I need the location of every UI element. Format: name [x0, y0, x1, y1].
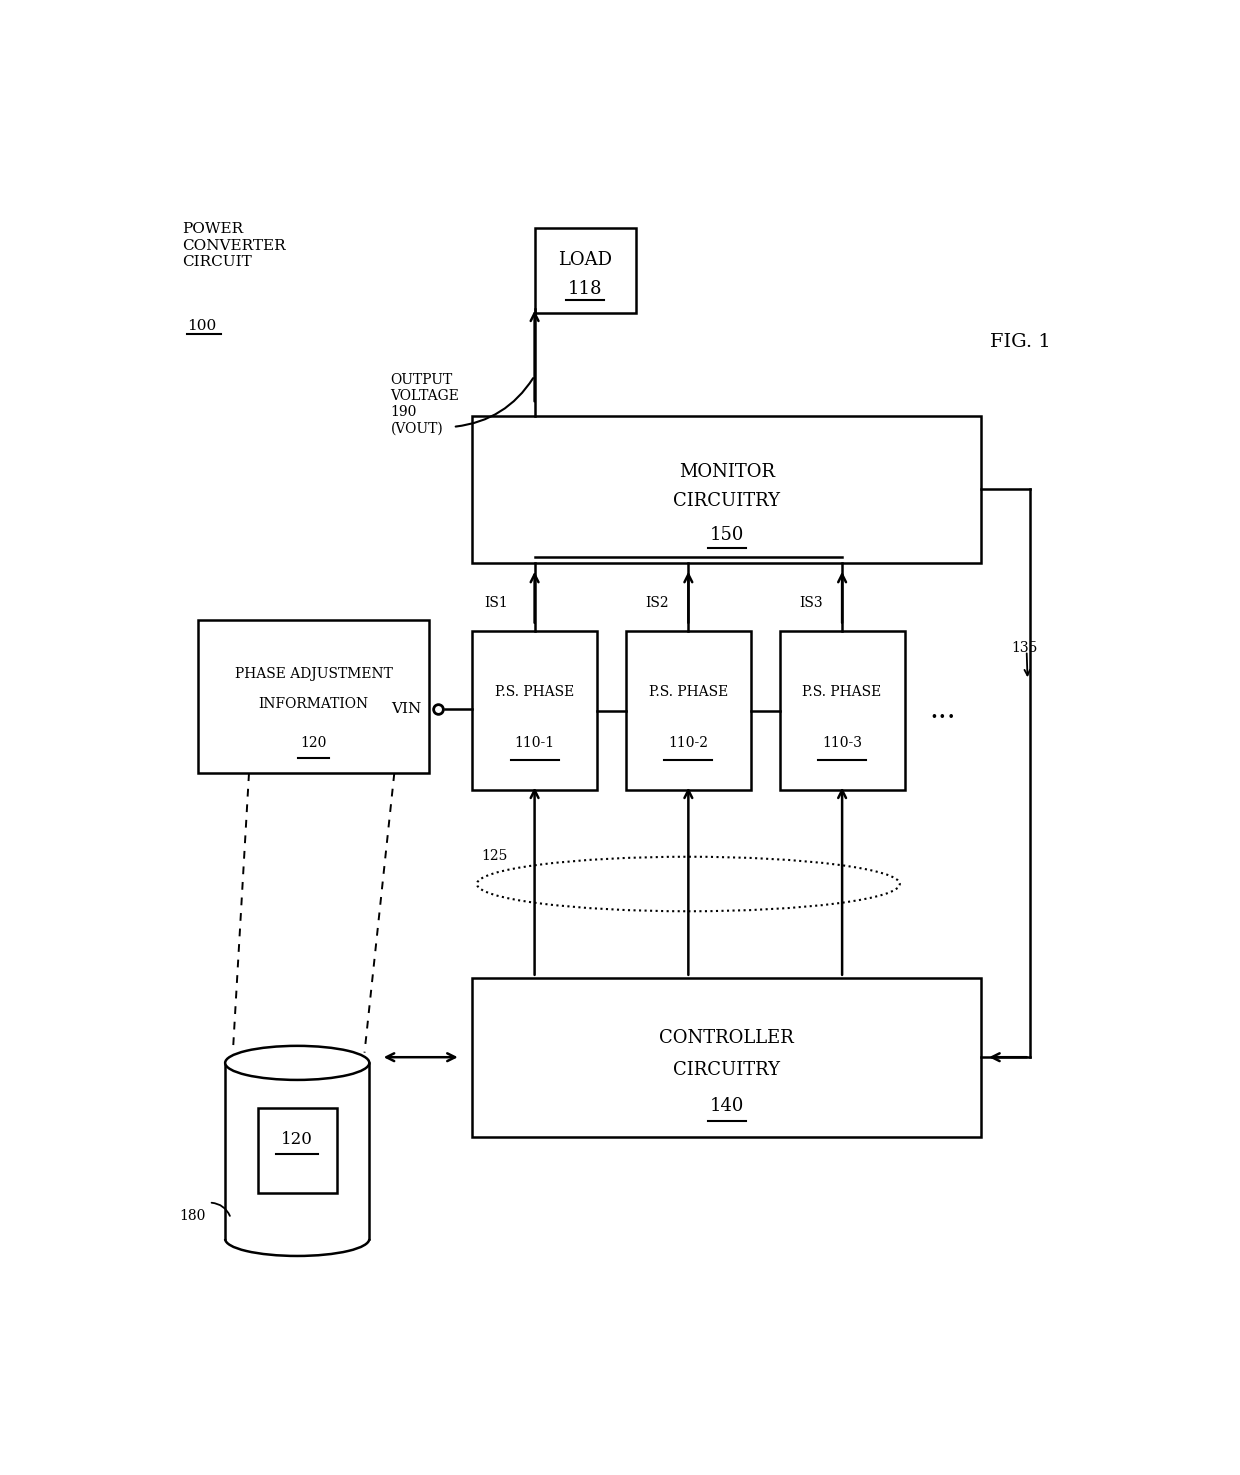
- Text: OUTPUT
VOLTAGE
190
(VOUT): OUTPUT VOLTAGE 190 (VOUT): [391, 373, 459, 435]
- Text: CIRCUITRY: CIRCUITRY: [673, 493, 780, 510]
- Text: FIG. 1: FIG. 1: [990, 333, 1050, 351]
- Text: 135: 135: [1012, 642, 1038, 655]
- Text: P.S. PHASE: P.S. PHASE: [802, 684, 882, 699]
- Text: P.S. PHASE: P.S. PHASE: [649, 684, 728, 699]
- Text: 120: 120: [300, 736, 327, 749]
- Text: P.S. PHASE: P.S. PHASE: [495, 684, 574, 699]
- Bar: [626, 631, 750, 791]
- Text: CIRCUITRY: CIRCUITRY: [673, 1061, 780, 1078]
- Bar: [258, 1108, 336, 1193]
- Bar: [472, 416, 982, 563]
- Text: ...: ...: [930, 698, 956, 724]
- Text: 110-2: 110-2: [668, 736, 708, 749]
- Text: 120: 120: [281, 1131, 314, 1148]
- Text: POWER
CONVERTER
CIRCUIT: POWER CONVERTER CIRCUIT: [182, 223, 285, 268]
- Text: 125: 125: [481, 848, 508, 863]
- Bar: [472, 978, 982, 1137]
- Text: 140: 140: [709, 1097, 744, 1115]
- Text: LOAD: LOAD: [558, 251, 613, 270]
- Text: CONTROLLER: CONTROLLER: [660, 1030, 794, 1047]
- Text: 110-3: 110-3: [822, 736, 862, 749]
- Bar: [534, 229, 635, 313]
- Text: VIN: VIN: [391, 702, 422, 715]
- Text: IS2: IS2: [646, 596, 670, 609]
- Bar: [780, 631, 904, 791]
- Text: MONITOR: MONITOR: [678, 463, 775, 481]
- Bar: [198, 620, 429, 773]
- Text: PHASE ADJUSTMENT: PHASE ADJUSTMENT: [234, 667, 393, 680]
- Text: IS3: IS3: [800, 596, 823, 609]
- Bar: [472, 631, 596, 791]
- Text: INFORMATION: INFORMATION: [258, 698, 368, 711]
- Ellipse shape: [226, 1046, 370, 1080]
- Text: IS1: IS1: [484, 596, 507, 609]
- Text: 118: 118: [568, 280, 603, 298]
- Text: 100: 100: [187, 319, 216, 333]
- Text: 180: 180: [180, 1210, 206, 1223]
- Text: 150: 150: [709, 527, 744, 544]
- Text: 110-1: 110-1: [515, 736, 554, 749]
